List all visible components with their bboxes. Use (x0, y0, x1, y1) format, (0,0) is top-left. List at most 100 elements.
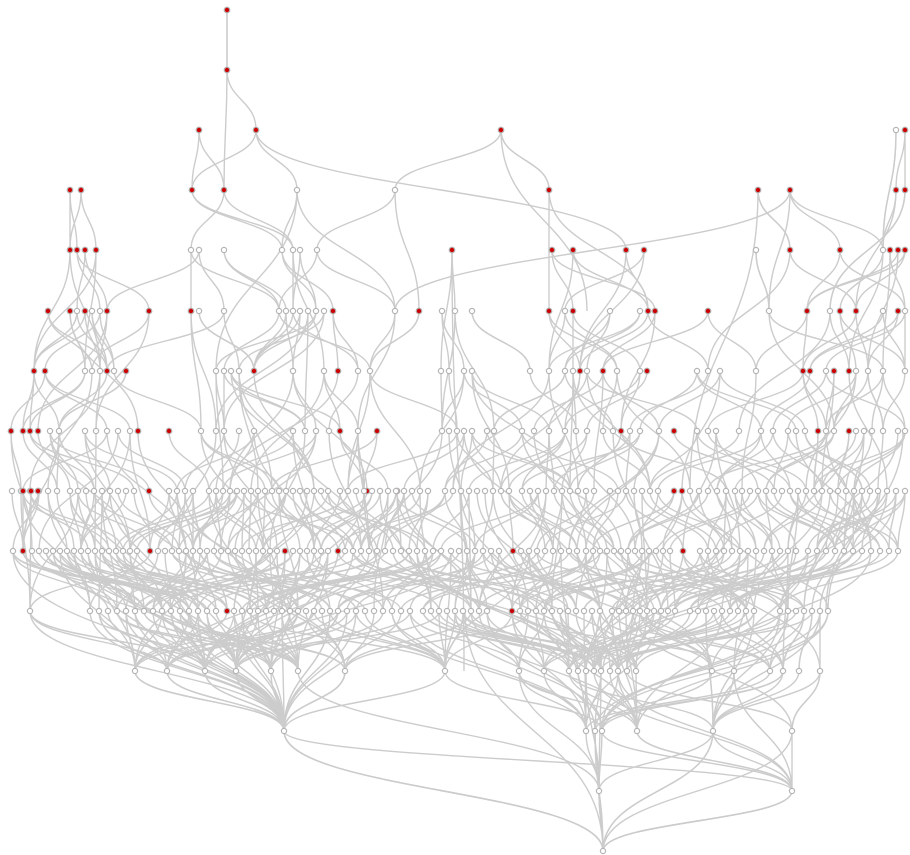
graph-node (608, 607, 616, 615)
graph-edge (564, 370, 614, 432)
graph-edge (681, 490, 725, 552)
graph-node (636, 367, 644, 375)
graph-edge (809, 310, 899, 372)
graph-edge (22, 430, 58, 492)
graph-node (818, 487, 826, 495)
graph-node (849, 547, 857, 555)
graph-node (792, 547, 800, 555)
graph-edge (269, 550, 275, 612)
graph-edge (444, 430, 488, 492)
graph-edge (635, 610, 755, 672)
graph-edge (564, 370, 581, 432)
graph-node (718, 607, 726, 615)
graph-edge (791, 670, 821, 732)
graph-edge (586, 370, 698, 432)
graph-edge (802, 310, 808, 372)
graph-edge (463, 370, 523, 432)
graph-edge (281, 610, 299, 672)
graph-node (622, 607, 630, 615)
graph-node (324, 547, 332, 555)
graph-edge (601, 670, 619, 732)
graph-edge (69, 189, 82, 251)
graph-edge (134, 550, 271, 612)
graph-edge (37, 430, 71, 492)
highlighted-node (19, 427, 27, 435)
graph-node (572, 607, 580, 615)
graph-node (664, 607, 672, 615)
graph-node (310, 487, 318, 495)
graph-edge (845, 430, 865, 492)
graph-node (217, 547, 225, 555)
highlighted-node (704, 307, 712, 315)
graph-edge (470, 610, 619, 672)
highlighted-node (19, 487, 27, 495)
graph-edge (327, 490, 362, 552)
graph-edge (636, 610, 723, 732)
graph-edge (22, 490, 110, 552)
graph-node (561, 367, 569, 375)
graph-node (231, 547, 239, 555)
graph-edge (170, 550, 386, 612)
graph-edge (215, 189, 298, 372)
highlighted-node (508, 607, 516, 615)
graph-edge (568, 490, 587, 552)
graph-node (599, 427, 607, 435)
graph-edge (134, 610, 259, 672)
graph-node (879, 307, 887, 315)
graph-edge (235, 610, 440, 672)
highlighted-node (497, 126, 505, 134)
graph-node (105, 547, 113, 555)
graph-edge (33, 249, 71, 372)
graph-edge (602, 490, 881, 672)
graph-node (334, 607, 342, 615)
graph-node (77, 547, 85, 555)
graph-node (296, 246, 304, 254)
graph-node (312, 307, 320, 315)
graph-node (270, 607, 278, 615)
graph-node (801, 427, 809, 435)
graph-node (481, 487, 489, 495)
graph-edge (344, 610, 529, 672)
graph-node (879, 367, 887, 375)
graph-node (341, 667, 349, 675)
graph-edge (178, 490, 259, 552)
graph-node (852, 367, 860, 375)
graph-node (505, 487, 513, 495)
graph-edge (660, 550, 709, 612)
graph-node (245, 547, 253, 555)
graph-edge (323, 370, 359, 432)
graph-node (44, 487, 52, 495)
highlighted-node (19, 547, 27, 555)
graph-node (381, 547, 389, 555)
graph-edge (197, 550, 278, 612)
graph-edge (568, 670, 714, 732)
graph-node (588, 607, 596, 615)
graph-edge (707, 430, 807, 492)
graph-node (515, 667, 523, 675)
graph-edge (129, 490, 178, 552)
graph-node (42, 547, 50, 555)
graph-node (376, 487, 384, 495)
graph-edge (411, 490, 476, 552)
graph-node (182, 547, 190, 555)
graph-node (830, 427, 838, 435)
highlighted-node (81, 246, 89, 254)
graph-node (55, 427, 63, 435)
graph-edge (543, 550, 717, 612)
graph-edge (206, 550, 378, 612)
graph-node (220, 246, 228, 254)
highlighted-node (34, 427, 42, 435)
graph-node (582, 727, 590, 735)
graph-node (720, 547, 728, 555)
graph-edge (611, 550, 749, 612)
graph-node (779, 667, 787, 675)
graph-node (852, 427, 860, 435)
graph-node (879, 427, 887, 435)
graph-node (341, 547, 349, 555)
graph-node (63, 547, 71, 555)
graph-edge (29, 370, 86, 432)
graph-edge (235, 610, 299, 672)
graph-node (654, 487, 662, 495)
graph-node (176, 607, 184, 615)
graph-edge (166, 610, 339, 672)
